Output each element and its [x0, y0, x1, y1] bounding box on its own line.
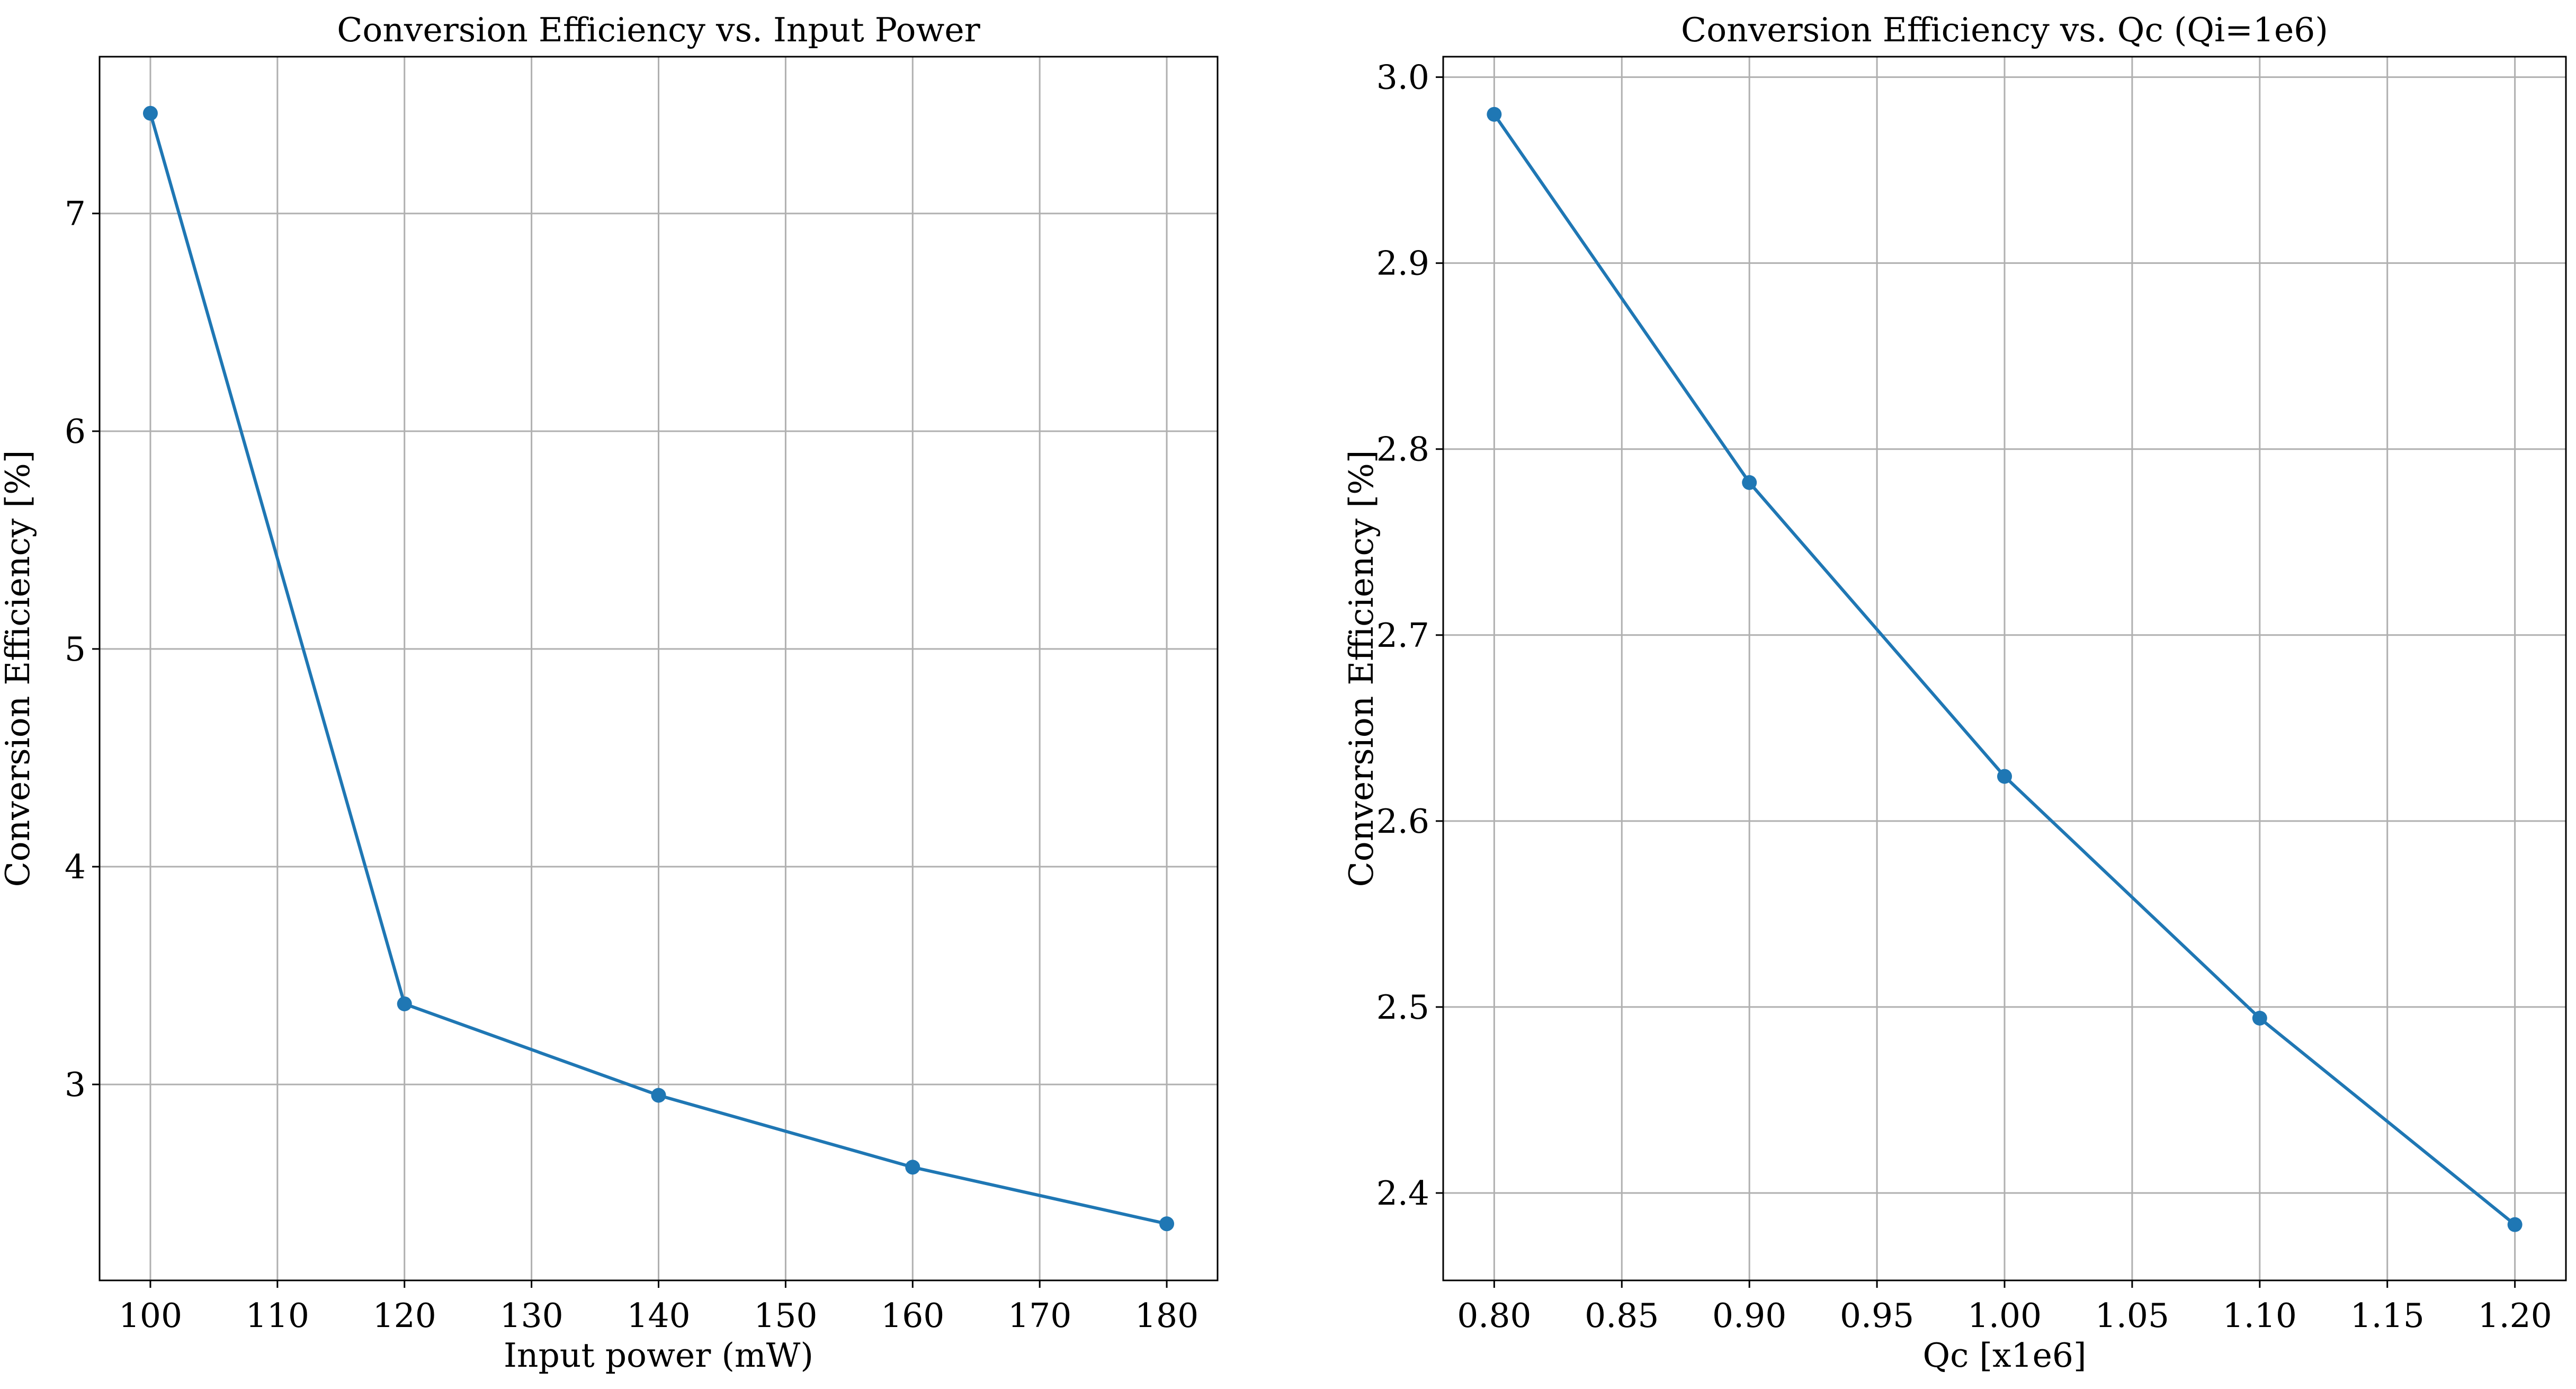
x-tick-label: 1.10 [2223, 1296, 2297, 1335]
x-tick-label: 0.90 [1712, 1296, 1786, 1335]
data-point [2252, 1011, 2267, 1026]
y-tick-label: 3 [65, 1065, 86, 1104]
chart-panel-power: 100 110 120 130 140 150 160 170 180 3 4 5 6 7 Convers… [0, 11, 1219, 1375]
x-tick-label: 1.00 [1967, 1296, 2042, 1335]
data-point [1997, 769, 2012, 784]
x-tick-label: 110 [246, 1296, 309, 1335]
x-tick-label: 0.85 [1585, 1296, 1659, 1335]
y-tick-label: 7 [65, 194, 86, 233]
data-point [1487, 106, 1502, 122]
x-tick-label: 1.05 [2095, 1296, 2169, 1335]
grid-lines [100, 57, 1218, 1280]
data-series [142, 105, 1175, 1232]
y-axis-label: Conversion Efficiency [%] [0, 450, 37, 887]
y-tick-label: 2.8 [1376, 430, 1429, 469]
x-tick-label: 1.15 [2350, 1296, 2425, 1335]
data-point [397, 996, 412, 1011]
y-tick-label: 6 [65, 412, 86, 451]
plot-frame [1442, 56, 2567, 1281]
chart-title: Conversion Efficiency vs. Input Power [337, 11, 980, 49]
x-tick-label: 0.80 [1457, 1296, 1531, 1335]
chart-panel-qc: 0.80 0.85 0.90 0.95 1.00 1.05 1.10 1.15 1.20 2.4 2… [1342, 11, 2567, 1375]
plot-frame [99, 56, 1219, 1281]
data-point [1742, 475, 1757, 490]
y-tick-label: 2.4 [1376, 1174, 1429, 1213]
data-point [1159, 1216, 1175, 1232]
data-point [2507, 1217, 2523, 1232]
x-axis-label: Input power (mW) [504, 1336, 813, 1375]
x-axis-label: Qc [x1e6] [1922, 1336, 2086, 1375]
y-tick-label: 2.5 [1376, 988, 1429, 1027]
data-point [142, 105, 158, 121]
grid-lines [1443, 57, 2566, 1280]
data-series [1487, 106, 2523, 1232]
x-tick-label: 100 [119, 1296, 182, 1335]
y-axis-label: Conversion Efficiency [%] [1342, 450, 1381, 887]
axis-ticks: 0.80 0.85 0.90 0.95 1.00 1.05 1.10 1.15 1.20 2.4 2… [1376, 58, 2552, 1335]
x-tick-label: 130 [499, 1296, 563, 1335]
x-tick-label: 150 [754, 1296, 817, 1335]
chart-title: Conversion Efficiency vs. Qc (Qi=1e6) [1681, 11, 2328, 49]
x-tick-label: 180 [1135, 1296, 1198, 1335]
y-tick-label: 4 [65, 848, 86, 886]
x-tick-label: 160 [881, 1296, 944, 1335]
axis-ticks: 100 110 120 130 140 150 160 170 180 3 4 5 6 7 [65, 194, 1198, 1335]
y-tick-label: 5 [65, 630, 86, 669]
x-tick-label: 170 [1008, 1296, 1071, 1335]
data-point [905, 1160, 920, 1175]
y-tick-label: 2.7 [1376, 616, 1429, 655]
x-tick-label: 120 [373, 1296, 436, 1335]
x-tick-label: 0.95 [1840, 1296, 1914, 1335]
y-tick-label: 2.6 [1376, 802, 1429, 841]
y-tick-label: 2.9 [1376, 244, 1429, 283]
x-tick-label: 140 [627, 1296, 690, 1335]
data-point [651, 1088, 666, 1103]
x-tick-label: 1.20 [2477, 1296, 2552, 1335]
y-tick-label: 3.0 [1376, 58, 1429, 97]
